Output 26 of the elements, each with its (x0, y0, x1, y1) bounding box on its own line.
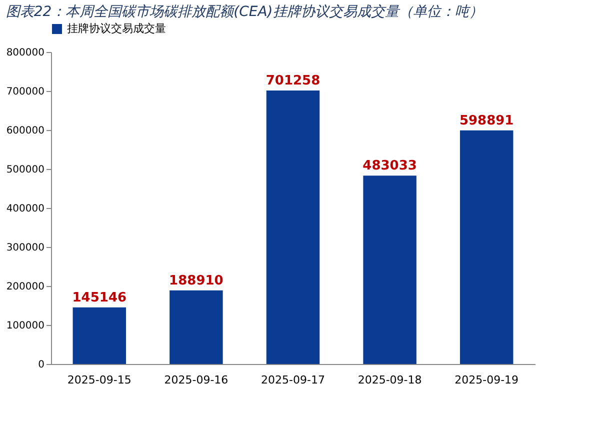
y-tick-label: 600000 (6, 126, 44, 136)
data-label: 188910 (169, 273, 224, 288)
x-tick-label: 2025-09-15 (67, 374, 132, 386)
bar (266, 90, 320, 364)
bar (460, 130, 514, 364)
bar (363, 176, 416, 364)
bar (170, 290, 223, 364)
y-tick-label: 0 (38, 360, 44, 370)
y-tick-label: 500000 (6, 164, 44, 176)
y-tick-label: 200000 (6, 282, 44, 292)
bar (72, 307, 126, 364)
x-tick-label: 2025-09-17 (261, 374, 325, 386)
data-label: 598891 (459, 113, 514, 128)
legend-label: 挂牌协议交易成交量 (67, 22, 166, 35)
x-tick-label: 2025-09-18 (358, 374, 422, 386)
y-tick-label: 300000 (6, 242, 44, 254)
y-tick-label: 100000 (6, 320, 44, 332)
chart-title: 图表22：本周全国碳市场碳排放配额(CEA)挂牌协议交易成交量（单位：吨） (6, 4, 483, 20)
y-tick-label: 400000 (6, 204, 44, 214)
data-label: 145146 (72, 290, 127, 306)
x-tick-label: 2025-09-19 (454, 374, 519, 386)
data-label: 483033 (362, 158, 417, 174)
data-label: 701258 (266, 74, 320, 89)
y-tick-label: 700000 (6, 86, 44, 98)
y-tick-label: 800000 (6, 48, 44, 58)
x-tick-label: 2025-09-16 (164, 374, 228, 386)
